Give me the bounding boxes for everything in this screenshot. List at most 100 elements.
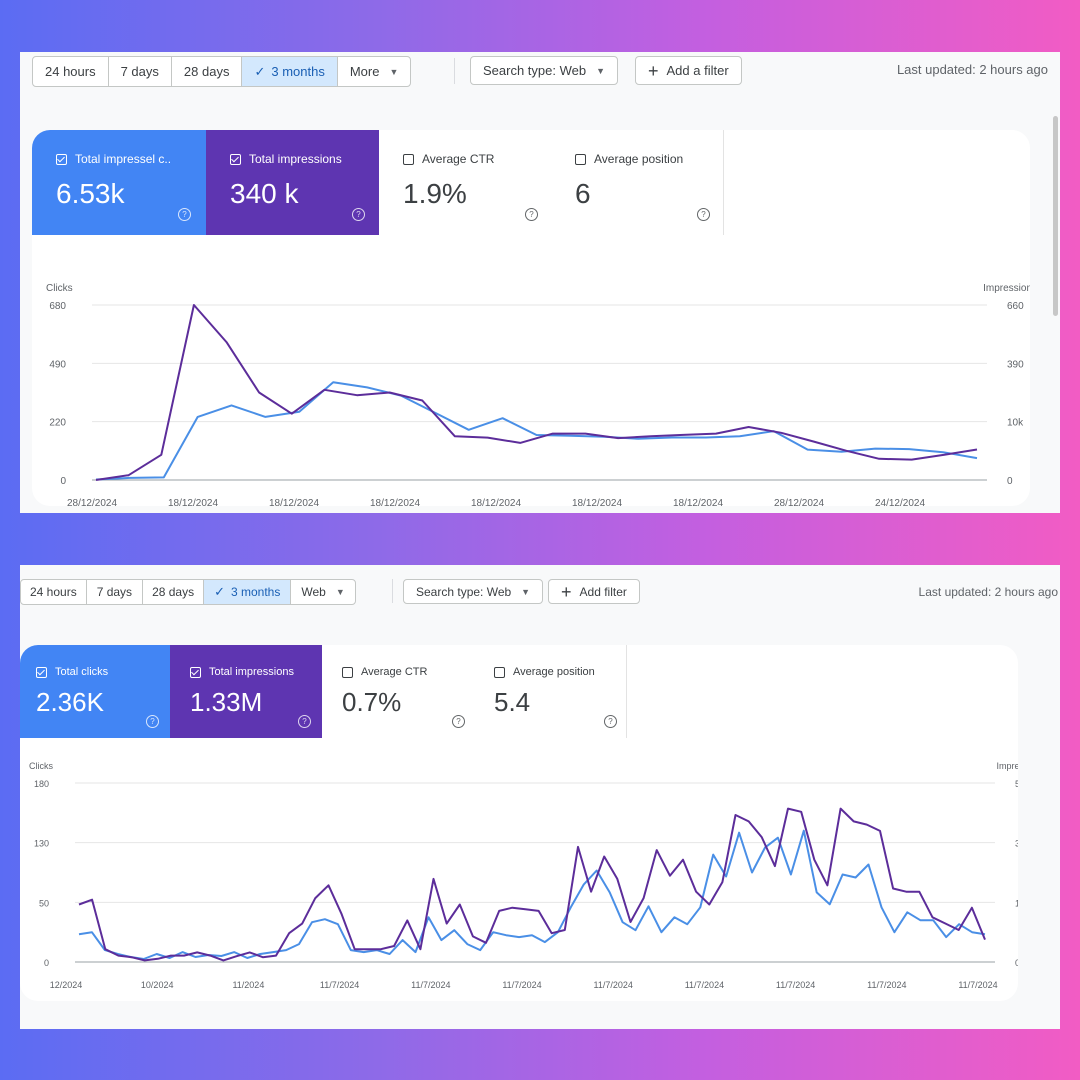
- x-tick-label: 18/12/2024: [269, 498, 319, 506]
- metric-value: 6.53k: [56, 178, 125, 209]
- metric-label-row: Average position: [575, 152, 683, 166]
- add-filter-button[interactable]: + Add filter: [548, 579, 640, 604]
- checkbox-unchecked-icon[interactable]: [342, 666, 353, 678]
- scrollbar[interactable]: [1053, 116, 1058, 316]
- range-28-days[interactable]: 28 days: [143, 580, 205, 604]
- help-icon[interactable]: ?: [298, 715, 311, 728]
- search-type-filter[interactable]: Search type: Web ▼: [403, 579, 544, 604]
- x-tick-label: 18/12/2024: [572, 498, 622, 506]
- metric-total-impressions[interactable]: Total impressions 1.33M ?: [170, 645, 322, 738]
- help-icon[interactable]: ?: [146, 715, 159, 728]
- date-range-selector: 24 hours 7 days 28 days ✓ 3 months More …: [32, 56, 412, 87]
- series-line-clicks: [95, 381, 978, 481]
- checkbox-checked-icon[interactable]: [190, 666, 201, 678]
- panel-bottom: 24 hours 7 days 28 days ✓ 3 months Web ▼…: [20, 565, 1060, 1029]
- metric-average-ctr[interactable]: Average CTR 0.7% ?: [322, 645, 475, 738]
- y-left-tick-label: 490: [49, 359, 66, 370]
- x-tick-label: 28/12/2024: [774, 498, 824, 506]
- metric-value: 2.36K: [36, 687, 104, 717]
- checkbox-unchecked-icon[interactable]: [575, 153, 586, 165]
- add-filter-label: Add a filter: [666, 63, 729, 78]
- metric-total-impressions[interactable]: Total impressions 340 k ?: [206, 130, 379, 235]
- range-label: 3 months: [231, 585, 281, 599]
- checkbox-unchecked-icon[interactable]: [494, 666, 505, 678]
- y-left-tick-label: 180: [34, 779, 49, 789]
- x-tick-label: 11/7/2024: [411, 980, 450, 990]
- y-right-tick-label: 18k: [1015, 898, 1018, 908]
- range-label: 28 days: [152, 585, 195, 599]
- toolbar: 24 hours 7 days 28 days ✓ 3 months More …: [20, 52, 1060, 92]
- y-right-axis-label: Impressions: [996, 761, 1018, 771]
- help-icon[interactable]: ?: [525, 208, 538, 221]
- y-right-tick-label: 10k: [1007, 418, 1024, 429]
- metric-label: Total clicks: [55, 666, 109, 678]
- metric-average-ctr[interactable]: Average CTR 1.9% ?: [379, 130, 552, 235]
- series-line-clicks: [78, 829, 986, 960]
- checkbox-unchecked-icon[interactable]: [403, 153, 414, 165]
- range-28-days[interactable]: 28 days: [172, 57, 243, 86]
- x-tick-label: 24/12/2024: [875, 498, 925, 506]
- x-tick-label: 18/12/2024: [673, 498, 723, 506]
- x-tick-label: 18/12/2024: [370, 498, 420, 506]
- y-right-axis-label: Impressions: [983, 283, 1030, 294]
- help-icon[interactable]: ?: [178, 208, 191, 221]
- more-dropdown[interactable]: More ▼: [338, 57, 411, 86]
- caret-down-icon: ▼: [596, 65, 606, 76]
- toolbar: 24 hours 7 days 28 days ✓ 3 months Web ▼…: [20, 565, 1060, 605]
- last-updated: Last updated: 2 hours ago: [896, 62, 1048, 77]
- more-label: Web: [301, 585, 326, 599]
- plus-icon: +: [648, 60, 659, 81]
- y-right-tick-label: 364: [1015, 839, 1018, 849]
- y-right-tick-label: 390: [1007, 359, 1024, 370]
- range-label: 7 days: [96, 585, 133, 599]
- search-type-filter[interactable]: Search type: Web ▼: [470, 56, 619, 85]
- metric-total-clicks[interactable]: Total clicks 2.36K ?: [20, 645, 170, 738]
- metric-average-position[interactable]: Average position 6 ?: [551, 130, 724, 235]
- checkbox-checked-icon[interactable]: [230, 153, 241, 165]
- checkbox-checked-icon[interactable]: [56, 153, 67, 165]
- help-icon[interactable]: ?: [452, 715, 465, 728]
- x-tick-label: 18/12/2024: [168, 498, 218, 506]
- metric-value: 0.7%: [342, 687, 402, 717]
- checkbox-checked-icon[interactable]: [36, 666, 47, 678]
- y-left-tick-label: 220: [49, 418, 66, 429]
- range-label: 3 months: [271, 64, 325, 79]
- range-24-hours[interactable]: 24 hours: [33, 57, 109, 86]
- metric-total-clicks[interactable]: Total impressel c.. 6.53k ?: [32, 130, 206, 235]
- check-icon: ✓: [254, 63, 266, 79]
- range-7-days[interactable]: 7 days: [87, 580, 144, 604]
- performance-chart: 0 50 130 180 0 18k 364 56k Clicks Impressions 12/2…: [29, 761, 1018, 990]
- y-left-tick-label: 680: [49, 301, 66, 312]
- performance-card: Total clicks 2.36K ? Total impressions 1…: [20, 645, 1018, 1001]
- more-dropdown[interactable]: Web ▼: [291, 580, 354, 604]
- help-icon[interactable]: ?: [697, 208, 710, 221]
- range-label: 7 days: [120, 64, 159, 79]
- range-3-months[interactable]: ✓ 3 months: [204, 580, 292, 604]
- caret-down-icon: ▼: [335, 587, 345, 597]
- range-label: 24 hours: [30, 585, 77, 599]
- add-filter-button[interactable]: + Add a filter: [635, 56, 742, 85]
- panel-top: 24 hours 7 days 28 days ✓ 3 months More …: [20, 52, 1060, 513]
- range-3-months[interactable]: ✓ 3 months: [242, 57, 338, 86]
- divider: [392, 579, 393, 603]
- range-7-days[interactable]: 7 days: [109, 57, 172, 86]
- metric-value: 1.9%: [403, 178, 467, 209]
- range-label: 28 days: [183, 64, 230, 79]
- help-icon[interactable]: ?: [352, 208, 365, 221]
- x-tick-label: 18/12/2024: [471, 498, 521, 506]
- date-range-selector: 24 hours 7 days 28 days ✓ 3 months Web ▼: [20, 579, 356, 605]
- check-icon: ✓: [214, 584, 225, 599]
- y-left-axis-label: Clicks: [46, 283, 73, 294]
- x-tick-label: 11/7/2024: [867, 980, 906, 990]
- metric-label: Total impressions: [249, 152, 342, 166]
- metric-value: 340 k: [230, 178, 299, 209]
- metric-value: 1.33M: [190, 687, 263, 717]
- y-left-tick-label: 0: [44, 958, 49, 968]
- x-tick-label: 11/7/2024: [776, 980, 815, 990]
- metric-label-row: Average CTR: [403, 152, 494, 166]
- caret-down-icon: ▼: [521, 586, 531, 597]
- help-icon[interactable]: ?: [604, 715, 617, 728]
- y-right-tick-label: 56k: [1015, 779, 1018, 789]
- range-24-hours[interactable]: 24 hours: [21, 580, 87, 604]
- metric-average-position[interactable]: Average position 5.4 ?: [474, 645, 627, 738]
